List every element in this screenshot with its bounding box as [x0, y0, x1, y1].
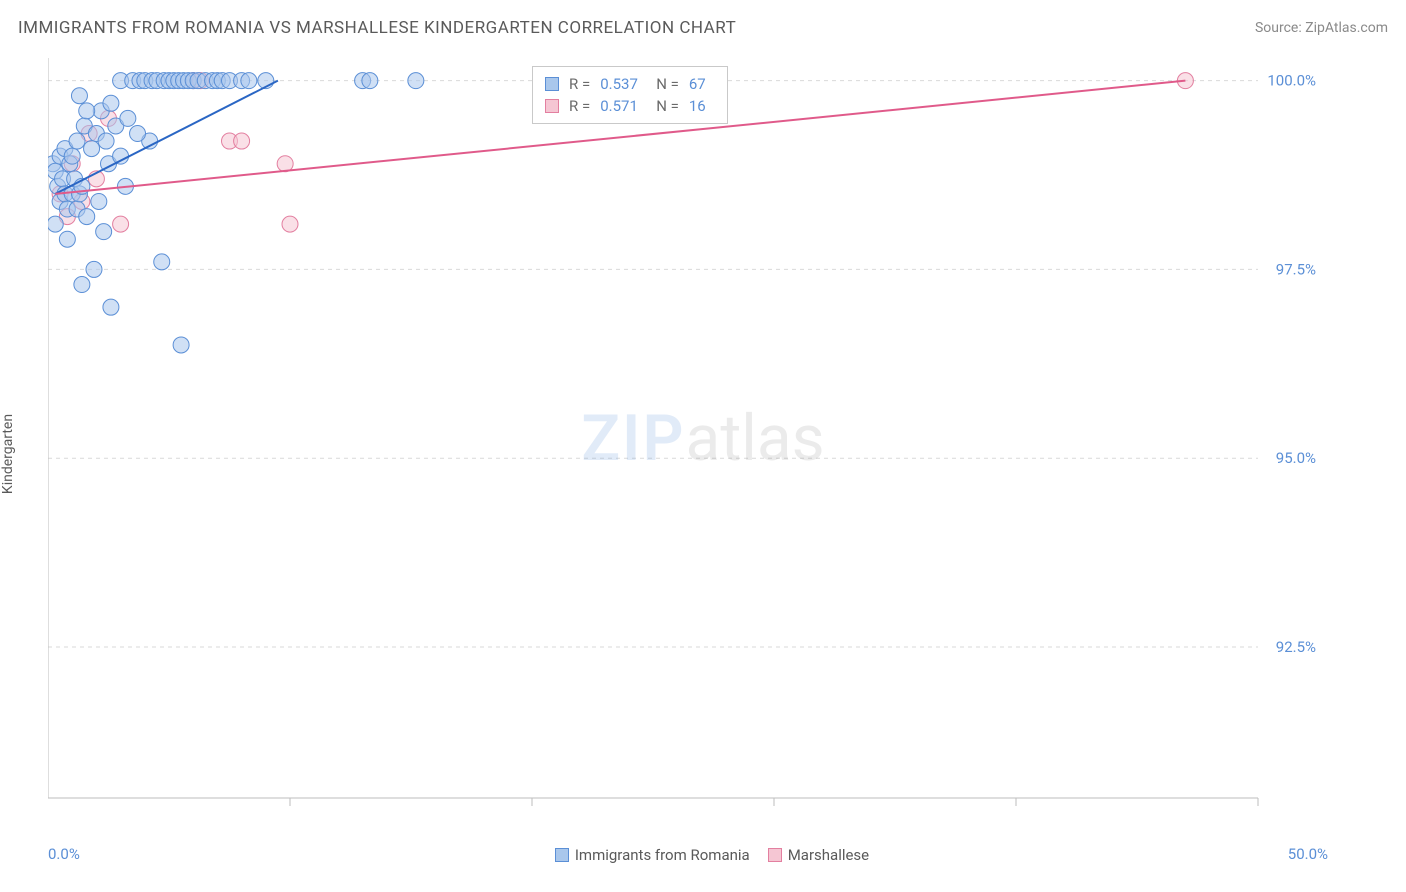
- header: IMMIGRANTS FROM ROMANIA VS MARSHALLESE K…: [18, 18, 1388, 38]
- n-label: N =: [656, 75, 679, 93]
- r-label: R =: [569, 75, 590, 93]
- x-tick-max: 50.0%: [1288, 845, 1328, 863]
- svg-text:95.0%: 95.0%: [1276, 449, 1316, 467]
- plot-area: 92.5% 95.0% 97.5% 100.0%: [48, 58, 1328, 828]
- stats-legend-box: R = 0.537 N = 67 R = 0.571 N = 16: [532, 66, 728, 124]
- source-label: Source: ZipAtlas.com: [1255, 20, 1388, 36]
- legend-swatch: [545, 77, 559, 91]
- stats-row: R = 0.537 N = 67: [545, 73, 715, 95]
- stats-row: R = 0.571 N = 16: [545, 95, 715, 117]
- svg-text:97.5%: 97.5%: [1276, 260, 1316, 278]
- svg-text:92.5%: 92.5%: [1276, 638, 1316, 656]
- x-tick-min: 0.0%: [48, 845, 80, 863]
- r-label: R =: [569, 97, 590, 115]
- x-axis-ticks: 0.0% 50.0%: [48, 845, 1328, 863]
- scatter-chart: 92.5% 95.0% 97.5% 100.0%: [48, 58, 1328, 828]
- y-axis-label: Kindergarten: [0, 414, 16, 494]
- r-value: 0.571: [600, 97, 646, 115]
- r-value: 0.537: [600, 75, 646, 93]
- chart-title: IMMIGRANTS FROM ROMANIA VS MARSHALLESE K…: [18, 18, 736, 38]
- legend-swatch: [545, 99, 559, 113]
- n-label: N =: [656, 97, 679, 115]
- svg-text:100.0%: 100.0%: [1267, 72, 1316, 90]
- n-value: 16: [689, 97, 715, 115]
- n-value: 67: [689, 75, 715, 93]
